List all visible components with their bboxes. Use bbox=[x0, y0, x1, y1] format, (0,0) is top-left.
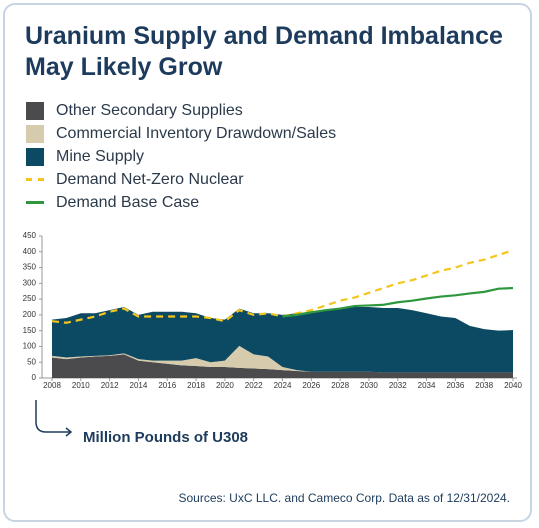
legend-marker bbox=[26, 147, 44, 166]
x-tick-label: 2028 bbox=[331, 381, 349, 390]
chart-title: Uranium Supply and Demand Imbalance May … bbox=[25, 22, 503, 81]
y-axis-label: Million Pounds of U308 bbox=[83, 429, 249, 446]
y-tick-label: 100 bbox=[23, 342, 37, 351]
y-tick-label: 250 bbox=[23, 294, 37, 303]
x-tick-label: 2024 bbox=[274, 381, 292, 390]
x-tick-label: 2012 bbox=[101, 381, 119, 390]
legend-marker bbox=[26, 178, 44, 181]
x-tick-label: 2008 bbox=[43, 381, 61, 390]
legend-item: Other Secondary Supplies bbox=[26, 99, 336, 122]
legend-item: Demand Net-Zero Nuclear bbox=[26, 168, 336, 191]
x-tick-label: 2018 bbox=[187, 381, 205, 390]
area bbox=[52, 354, 513, 378]
legend-marker bbox=[26, 101, 44, 120]
source-note: Sources: UxC LLC. and Cameco Corp. Data … bbox=[178, 491, 510, 505]
legend-item: Commercial Inventory Drawdown/Sales bbox=[26, 122, 336, 145]
area bbox=[52, 307, 513, 373]
arrow-head bbox=[65, 427, 73, 437]
legend-label: Demand Base Case bbox=[56, 193, 200, 211]
legend-label: Mine Supply bbox=[56, 147, 145, 165]
x-tick-label: 2022 bbox=[245, 381, 263, 390]
area bbox=[52, 345, 513, 373]
y-tick-label: 50 bbox=[27, 357, 36, 366]
legend-marker bbox=[26, 201, 44, 204]
y-tick-label: 0 bbox=[32, 373, 37, 382]
legend-marker bbox=[26, 124, 44, 143]
line bbox=[51, 249, 514, 324]
arrow bbox=[35, 400, 70, 433]
x-tick-label: 2030 bbox=[360, 381, 378, 390]
y-tick-label: 300 bbox=[23, 278, 37, 287]
y-tick-label: 350 bbox=[23, 263, 37, 272]
y-tick-label: 450 bbox=[23, 231, 37, 240]
x-tick-label: 2036 bbox=[446, 381, 464, 390]
line bbox=[282, 286, 514, 318]
legend-item: Demand Base Case bbox=[26, 191, 336, 214]
legend-label: Demand Net-Zero Nuclear bbox=[56, 170, 244, 188]
legend-item: Mine Supply bbox=[26, 145, 336, 168]
y-tick-label: 400 bbox=[23, 247, 37, 256]
x-tick-label: 2040 bbox=[504, 381, 522, 390]
x-tick-label: 2032 bbox=[389, 381, 407, 390]
x-tick-label: 2034 bbox=[418, 381, 436, 390]
x-tick-label: 2038 bbox=[475, 381, 493, 390]
x-tick-label: 2010 bbox=[72, 381, 90, 390]
y-tick-label: 150 bbox=[23, 326, 37, 335]
legend: Other Secondary Supplies Commercial Inven… bbox=[26, 99, 336, 214]
legend-label: Commercial Inventory Drawdown/Sales bbox=[56, 124, 337, 142]
card: Uranium Supply and Demand Imbalance May … bbox=[3, 3, 532, 522]
x-tick-label: 2020 bbox=[216, 381, 234, 390]
x-tick-label: 2016 bbox=[158, 381, 176, 390]
x-tick-label: 2026 bbox=[302, 381, 320, 390]
x-tick-label: 2014 bbox=[130, 381, 148, 390]
y-tick-label: 200 bbox=[23, 310, 37, 319]
legend-label: Other Secondary Supplies bbox=[56, 101, 243, 119]
